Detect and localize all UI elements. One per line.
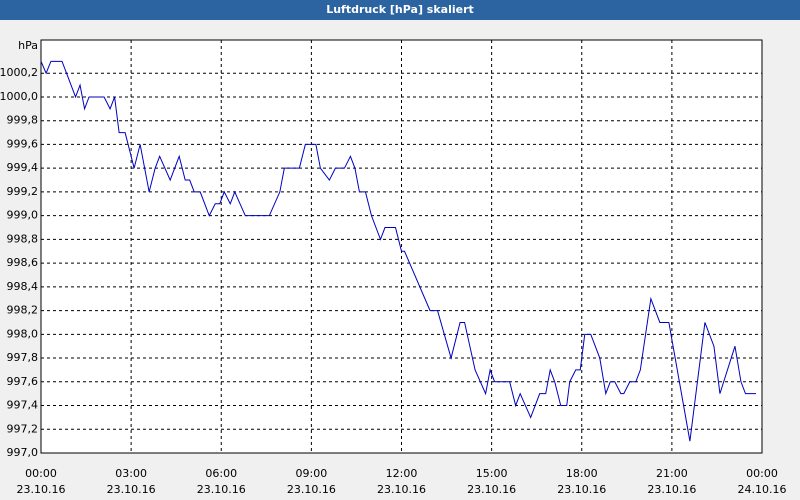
y-tick-label: 997,4 bbox=[7, 399, 39, 412]
y-tick-label: 997,0 bbox=[7, 446, 39, 459]
x-tick-date: 23.10.16 bbox=[467, 483, 516, 496]
title-bar bbox=[0, 0, 800, 20]
y-tick-label: 998,4 bbox=[7, 280, 39, 293]
y-tick-label: 997,2 bbox=[7, 422, 39, 435]
x-tick-date: 24.10.16 bbox=[738, 483, 787, 496]
x-tick-date: 23.10.16 bbox=[557, 483, 606, 496]
x-tick-date: 23.10.16 bbox=[377, 483, 426, 496]
y-tick-label: 1000,2 bbox=[0, 66, 38, 79]
x-tick-date: 23.10.16 bbox=[287, 483, 336, 496]
x-tick-label: 03:00 bbox=[115, 467, 147, 480]
y-tick-label: 999,4 bbox=[7, 161, 39, 174]
y-tick-label: 998,0 bbox=[7, 327, 39, 340]
x-tick-date: 23.10.16 bbox=[107, 483, 156, 496]
y-tick-label: 997,6 bbox=[7, 375, 39, 388]
x-tick-label: 09:00 bbox=[296, 467, 328, 480]
x-tick-label: 12:00 bbox=[386, 467, 418, 480]
x-tick-label: 00:00 bbox=[746, 467, 778, 480]
y-tick-label: 997,8 bbox=[7, 351, 39, 364]
y-tick-label: 998,2 bbox=[7, 304, 39, 317]
x-tick-label: 21:00 bbox=[656, 467, 688, 480]
x-tick-label: 15:00 bbox=[476, 467, 508, 480]
y-tick-label: 999,8 bbox=[7, 114, 39, 127]
x-tick-date: 23.10.16 bbox=[647, 483, 696, 496]
plot-frame bbox=[40, 39, 763, 454]
y-tick-label: 999,0 bbox=[7, 209, 39, 222]
y-tick-label: 998,8 bbox=[7, 232, 39, 245]
x-tick-label: 06:00 bbox=[205, 467, 237, 480]
y-tick-label: 1000,0 bbox=[0, 90, 38, 103]
x-tick-label: 00:00 bbox=[25, 467, 57, 480]
y-tick-label: 999,2 bbox=[7, 185, 39, 198]
chart-title: Luftdruck [hPa] skaliert bbox=[326, 3, 474, 16]
y-tick-label: 998,6 bbox=[7, 256, 39, 269]
x-tick-label: 18:00 bbox=[566, 467, 598, 480]
data-line bbox=[40, 60, 756, 442]
y-unit: hPa bbox=[18, 39, 38, 52]
x-tick-date: 23.10.16 bbox=[197, 483, 246, 496]
y-tick-label: 999,6 bbox=[7, 137, 39, 150]
x-tick-date: 23.10.16 bbox=[17, 483, 66, 496]
